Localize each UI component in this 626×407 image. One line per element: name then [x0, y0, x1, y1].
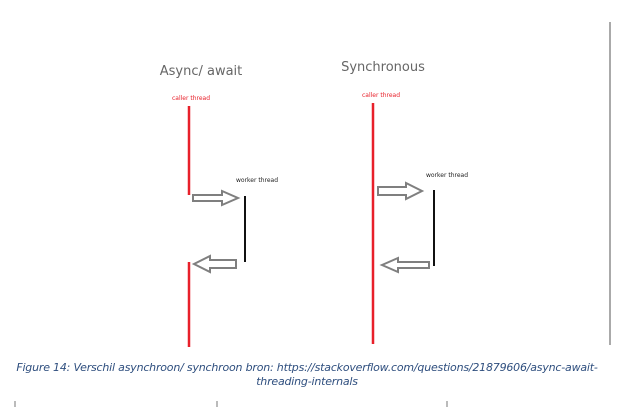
async-return-arrow: [191, 254, 237, 274]
async-dispatch-arrow: [192, 189, 241, 207]
async-await-title: Async/ await: [160, 64, 243, 79]
figure-caption: Figure 14: Verschil asynchroon/ synchroo…: [0, 361, 614, 389]
async-caller-thread-label: caller thread: [172, 95, 210, 102]
async-worker-thread-label: worker thread: [236, 177, 278, 184]
async-await-panel: Async/ await caller thread worker thread: [160, 64, 278, 347]
sync-dispatch-arrow: [377, 181, 425, 201]
sync-caller-thread-label: caller thread: [362, 92, 400, 99]
figure-caption-line-2: threading-internals: [256, 375, 358, 388]
figure-caption-line-1: Figure 14: Verschil asynchroon/ synchroo…: [16, 361, 598, 374]
sync-worker-thread-label: worker thread: [426, 172, 468, 179]
synchronous-title: Synchronous: [341, 60, 425, 75]
sync-return-arrow: [379, 256, 430, 274]
synchronous-panel: Synchronous caller thread worker thread: [341, 60, 468, 344]
